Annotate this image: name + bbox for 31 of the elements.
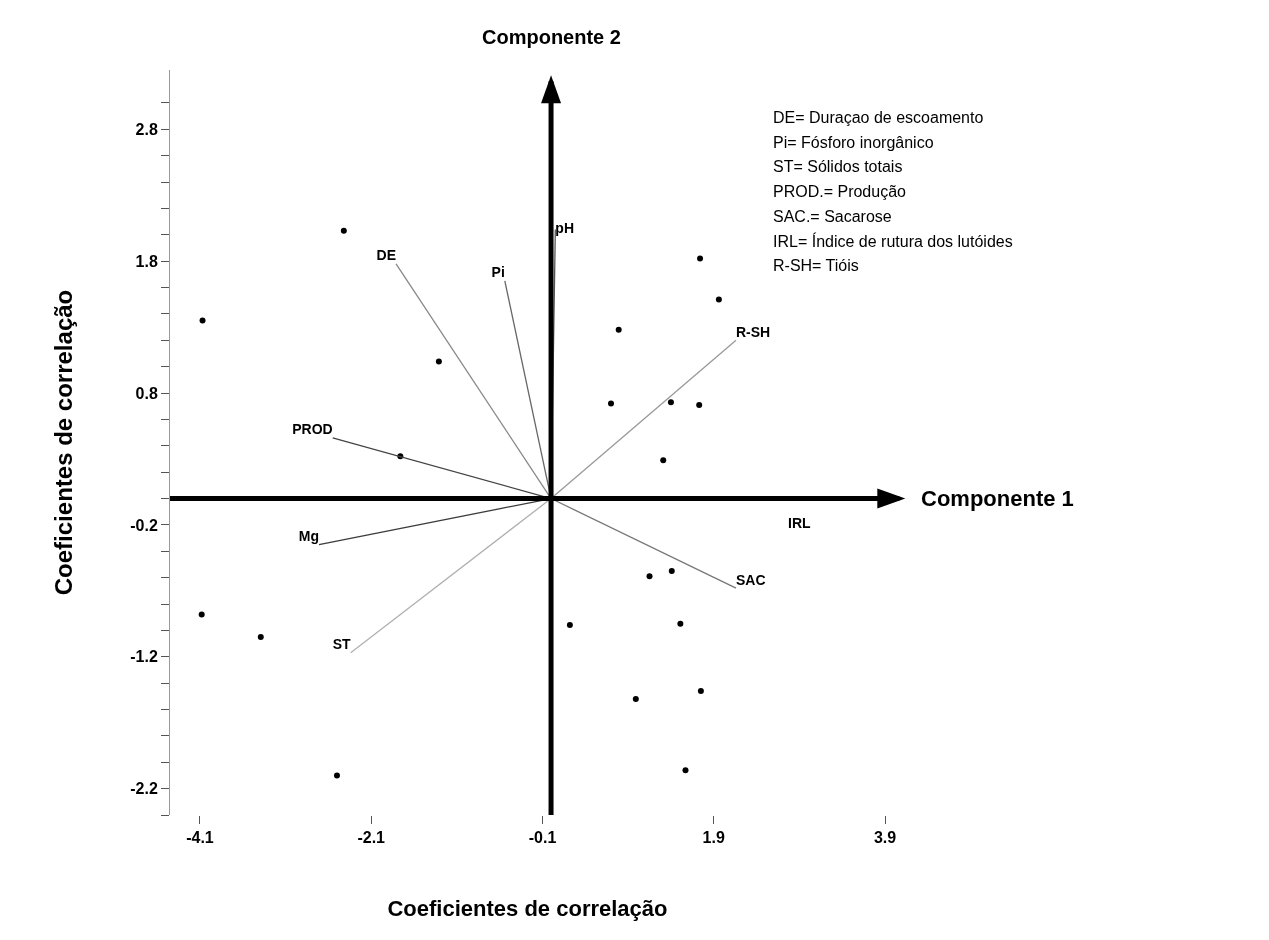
series-label: PROD <box>292 421 333 438</box>
series-label: DE <box>376 247 397 264</box>
annotation: Pi= Fósforo inorgânico <box>773 134 934 151</box>
annotation: PROD.= Produção <box>773 183 907 200</box>
annotation: DE= Duraçao de escoamento <box>773 109 984 126</box>
y-tick-label: -2.2 <box>130 780 158 798</box>
series-label: SAC <box>736 571 766 588</box>
y-tick-label: 1.8 <box>135 252 158 270</box>
y-axis-title: Coeficientes de correlação <box>50 289 78 596</box>
y-tick-label: 0.8 <box>135 384 158 402</box>
ref-line-label: Componente 1 <box>921 486 1074 511</box>
x-tick-label: -2.1 <box>357 829 386 847</box>
series-label: R-SH <box>736 323 771 340</box>
series-label: Pi <box>491 264 505 281</box>
annotation: SAC.= Sacarose <box>773 208 892 225</box>
y-tick-label: -1.2 <box>130 648 158 666</box>
x-tick-label: -4.1 <box>186 829 214 847</box>
ref-line-label: Componente 2 <box>482 26 621 48</box>
x-axis-title: Coeficientes de correlação <box>387 896 668 922</box>
series-label: Mg <box>298 528 319 545</box>
annotation: ST= Sólidos totais <box>773 158 903 175</box>
series-label: pH <box>555 220 574 237</box>
annotation: R-SH= Tióis <box>773 257 859 274</box>
annotation: IRL= Índice de rutura dos lutóides <box>773 232 1013 250</box>
annotation: IRL <box>788 515 811 531</box>
y-tick-label: 2.8 <box>135 120 158 138</box>
x-tick-label: 1.9 <box>702 829 725 847</box>
x-tick-label: 3.9 <box>873 829 897 847</box>
series-label: ST <box>332 636 352 653</box>
x-tick-label: -0.1 <box>528 829 557 847</box>
y-tick-label: -0.2 <box>130 516 158 534</box>
